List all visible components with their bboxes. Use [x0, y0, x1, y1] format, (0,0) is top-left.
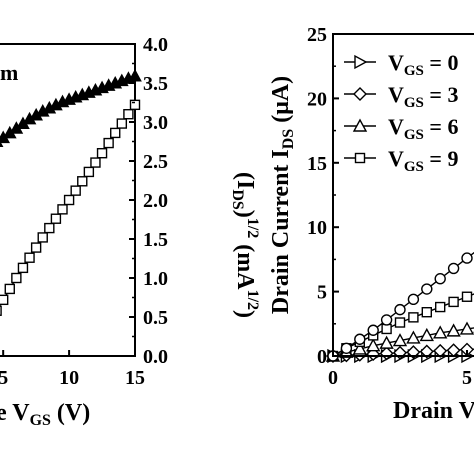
right-x-tick-label: 0	[328, 367, 338, 389]
left-series-1-point	[4, 283, 15, 295]
left-series-layer	[0, 68, 142, 316]
right-series-4-point	[367, 324, 379, 336]
right-series-1-point	[419, 344, 434, 359]
right-series-3-point	[394, 317, 406, 328]
right-y-axis-label: Drain Current IDS (μA)	[268, 76, 297, 314]
right-series-2-point	[366, 338, 381, 352]
left-x-axis-label: e VGS (V)	[0, 400, 90, 429]
left-series-1-point	[103, 137, 114, 149]
left-annotation: m	[0, 60, 18, 85]
left-series-1-point	[129, 99, 141, 111]
left-series-1-point	[44, 222, 55, 234]
left-series-1-point	[116, 118, 128, 129]
left-series-1-point	[123, 108, 134, 120]
legend-label: VGS = 9	[388, 146, 458, 175]
right-legend: VGS = 0 VGS = 3 VGS = 6 VGS = 9	[344, 50, 458, 175]
left-series-1-point	[77, 176, 88, 187]
right-x-tick-label: 5	[462, 367, 472, 389]
legend-label: VGS = 6	[388, 114, 458, 143]
right-series-4-point	[340, 342, 353, 354]
right-series-2-point	[459, 321, 474, 335]
legend-marker	[354, 152, 366, 164]
left-series-1-point	[17, 262, 29, 274]
left-right-y-tick-label: 0.0	[143, 346, 168, 368]
left-right-y-tick-label: 2.0	[143, 190, 168, 212]
right-series-3-point	[421, 307, 432, 318]
legend-label: VGS = 3	[388, 82, 458, 111]
right-series-3-point	[448, 296, 459, 308]
left-series-1-point	[37, 232, 48, 243]
legend-marker	[354, 54, 368, 70]
right-series-4-point	[407, 293, 420, 306]
left-right-y-tick-label: 0.5	[143, 307, 168, 329]
left-series-1-point	[110, 127, 121, 139]
right-y-tick-label: 5	[317, 282, 327, 304]
left-x-tick-label: 5	[0, 367, 8, 389]
left-right-y-tick-label: 1.5	[143, 229, 168, 251]
right-series-2-point	[406, 330, 421, 344]
right-series-3-point	[381, 323, 392, 335]
right-series-4-point	[461, 252, 473, 264]
left-x-tick-label: 15	[125, 367, 145, 389]
right-y-tick-label: 20	[307, 88, 327, 110]
right-y-tick-label: 10	[307, 217, 327, 239]
right-series-2-point	[379, 335, 394, 349]
left-x-ticks: 5 10 15	[0, 350, 145, 389]
right-series-2-point	[433, 325, 448, 339]
left-right-y-tick-label: 3.5	[143, 73, 168, 95]
left-right-y-axis-label: (IDS)1/2 (mA1/2)	[229, 172, 261, 318]
right-series-2-point	[392, 333, 408, 347]
left-series-1-point	[96, 147, 108, 159]
left-series-1-point	[24, 252, 35, 263]
left-series-1-point	[63, 194, 75, 206]
legend-marker	[353, 87, 367, 101]
legend-label: VGS = 0	[388, 50, 458, 79]
left-series-1-point	[70, 185, 81, 196]
left-series-1-point	[90, 157, 101, 168]
left-right-y-tick-label: 2.5	[143, 151, 168, 173]
right-x-axis-label: Drain V	[393, 398, 474, 424]
right-series-layer	[325, 251, 474, 364]
left-series-1-point	[0, 294, 9, 306]
right-series-2-point	[419, 327, 434, 342]
left-panel: 5 10 15 0.0 0.5 1.0 1.5 2.0 2.5 3.0 3.5 4.0 m e VG…	[0, 34, 261, 429]
left-series-1-point	[11, 272, 22, 284]
right-y-ticks: 0 5 10 15 20 25	[307, 24, 339, 368]
left-right-y-ticks: 0.0 0.5 1.0 1.5 2.0 2.5 3.0 3.5 4.0	[129, 34, 168, 368]
right-series-3-point	[461, 291, 473, 302]
left-series-1-point	[0, 305, 2, 316]
left-right-y-tick-label: 3.0	[143, 112, 168, 134]
right-series-2-point	[446, 323, 461, 337]
right-series-4-point	[380, 314, 393, 326]
left-series-1-point	[50, 213, 62, 224]
left-series-1-point	[57, 204, 68, 215]
right-series-3-point	[435, 301, 446, 313]
right-y-tick-label: 25	[307, 24, 327, 46]
right-series-4-point	[354, 333, 366, 345]
right-series-4-point	[434, 273, 446, 285]
right-series-2-point	[352, 341, 367, 355]
left-series-1-point	[83, 166, 95, 178]
left-x-tick-label: 10	[59, 367, 79, 389]
right-series-3-point	[408, 312, 419, 323]
left-right-y-tick-label: 1.0	[143, 268, 168, 290]
left-right-y-tick-label: 4.0	[143, 34, 168, 56]
right-series-4-point	[394, 303, 406, 316]
legend-marker	[352, 118, 368, 132]
right-y-tick-label: 15	[307, 153, 327, 175]
left-series-0-point	[128, 68, 142, 82]
right-series-4-point	[421, 283, 433, 295]
left-series-1-point	[30, 242, 42, 253]
right-series-4-point	[447, 262, 460, 275]
right-y-tick-label: 0	[317, 346, 327, 368]
